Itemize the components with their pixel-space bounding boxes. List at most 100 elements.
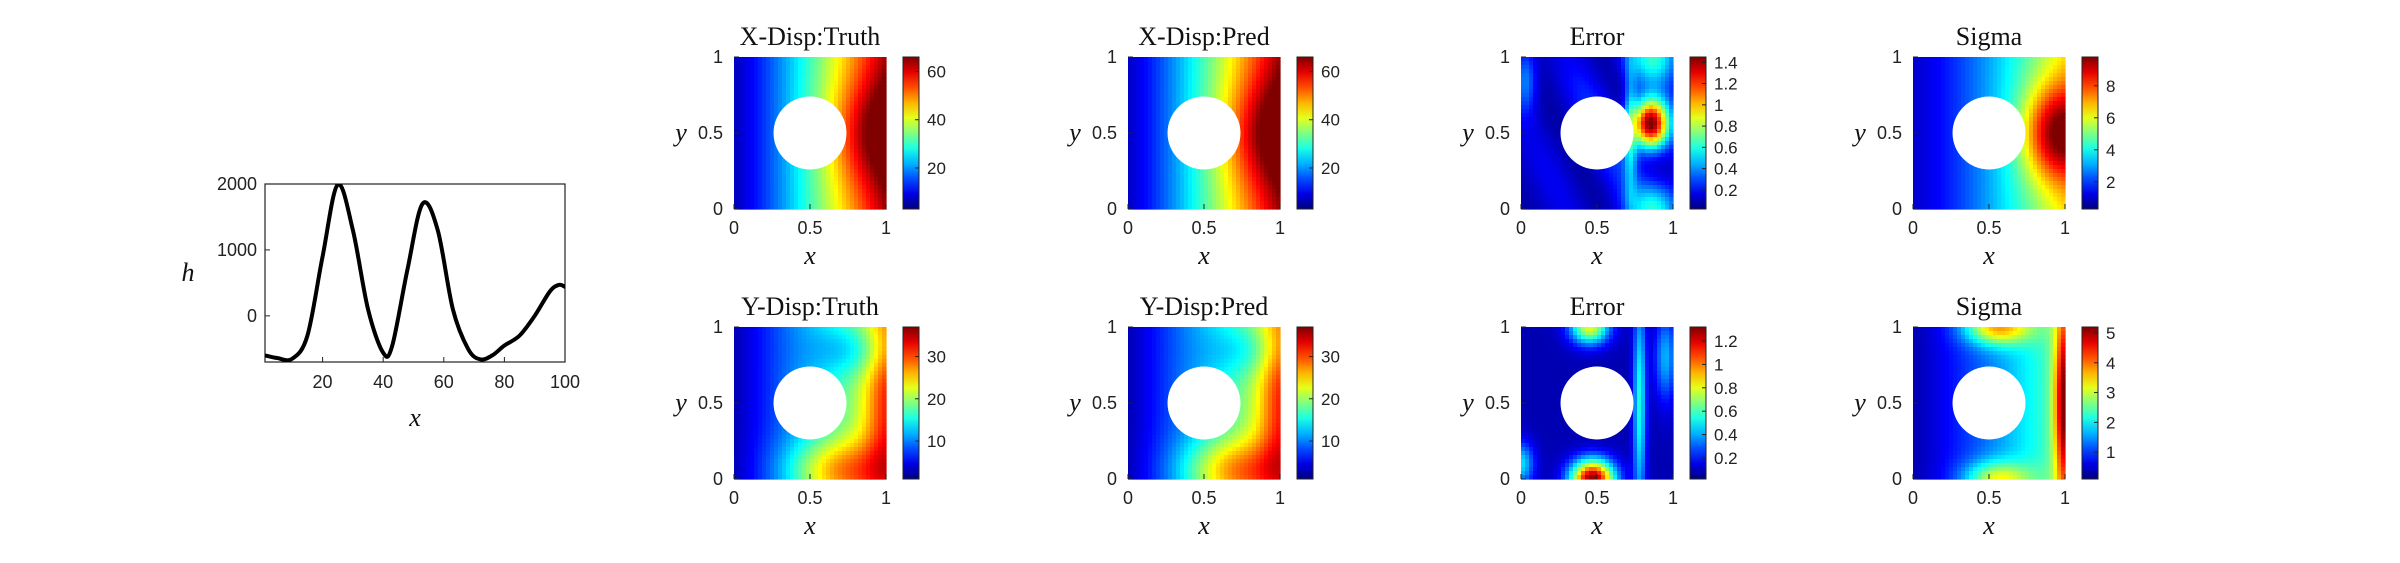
heat-cell [1248,129,1253,134]
heat-cell [766,109,771,114]
heat-cell [1917,105,1922,110]
heat-cell [794,93,799,98]
heat-cell [870,157,875,162]
heat-cell [1180,57,1185,62]
heat-cell [842,69,847,74]
heat-cell [1180,77,1185,82]
heat-cell [1533,73,1538,78]
heat-cell [1276,69,1281,74]
heat-cell [1609,165,1614,170]
heat-cell [834,77,839,82]
heat-cell [766,177,771,182]
heat-cell [1264,101,1269,106]
heat-cell [1945,197,1950,202]
heat-cell [782,161,787,166]
heat-cell [850,169,855,174]
heat-cell [1661,165,1666,170]
x-tick-label: 0 [729,218,739,238]
x-tick-label: 0 [1123,218,1133,238]
heat-cell [766,57,771,62]
heat-cell [838,93,843,98]
heat-cell [1248,117,1253,122]
heat-cell [1529,85,1534,90]
heat-cell [742,93,747,98]
heat-cell [1156,129,1161,134]
heat-cell [1569,73,1574,78]
heat-cell [1665,201,1670,206]
heat-cell [1937,173,1942,178]
heat-cell [862,85,867,90]
heat-cell [1240,137,1245,142]
heat-cell [1925,81,1930,86]
heat-cell [1573,65,1578,70]
heat-cell [858,65,863,70]
heat-cell [1661,129,1666,134]
heat-cell [1256,201,1261,206]
heat-cell [882,145,887,150]
heat-cell [850,181,855,186]
heat-cell [1633,105,1638,110]
heat-cell [1216,173,1221,178]
heat-cell [1633,93,1638,98]
heat-cell [1917,165,1922,170]
heat-cell [1232,201,1237,206]
heat-cell [826,173,831,178]
heat-cell [1913,93,1918,98]
heat-cell [1949,153,1954,158]
heat-cell [1529,125,1534,130]
heat-cell [1957,205,1962,210]
heat-cell [1641,157,1646,162]
heat-cell [1236,93,1241,98]
heat-cell [1192,81,1197,86]
heat-cell [1196,77,1201,82]
heat-cell [1629,161,1634,166]
heat-cell [826,73,831,78]
heat-cell [882,165,887,170]
heat-cell [1921,65,1926,70]
heat-cell [738,97,743,102]
heat-cell [1937,149,1942,154]
heat-cell [794,185,799,190]
heat-cell [1152,121,1157,126]
heat-cell [1917,125,1922,130]
heat-cell [742,101,747,106]
heat-cell [874,97,879,102]
heat-cell [1152,77,1157,82]
heat-cell [1929,89,1934,94]
heat-cell [1264,181,1269,186]
heat-cell [762,145,767,150]
heat-cell [1212,185,1217,190]
heat-cell [1965,165,1970,170]
heat-cell [1637,117,1642,122]
heat-cell [1256,205,1261,210]
heat-cell [1929,165,1934,170]
heat-cell [1537,117,1542,122]
heat-cell [754,137,759,142]
heat-cell [766,89,771,94]
heat-cell [1172,109,1177,114]
heat-cell [774,81,779,86]
heat-cell [862,121,867,126]
heat-cell [1216,197,1221,202]
heat-cell [1657,181,1662,186]
heat-cell [1529,137,1534,142]
heat-cell [750,85,755,90]
heat-cell [1541,173,1546,178]
heat-cell [1573,181,1578,186]
heat-cell [1617,57,1622,62]
heat-cell [1196,181,1201,186]
heat-cell [1617,193,1622,198]
heat-cell [1176,101,1181,106]
heat-cell [1276,161,1281,166]
heat-cell [1268,189,1273,194]
heat-cell [882,61,887,66]
heat-cell [1921,189,1926,194]
heat-cell [1164,117,1169,122]
heat-cell [1549,97,1554,102]
heat-cell [1521,153,1526,158]
heat-cell [1613,181,1618,186]
heat-cell [786,165,791,170]
heat-cell [1240,109,1245,114]
heat-cell [1180,197,1185,202]
heat-cell [1140,93,1145,98]
